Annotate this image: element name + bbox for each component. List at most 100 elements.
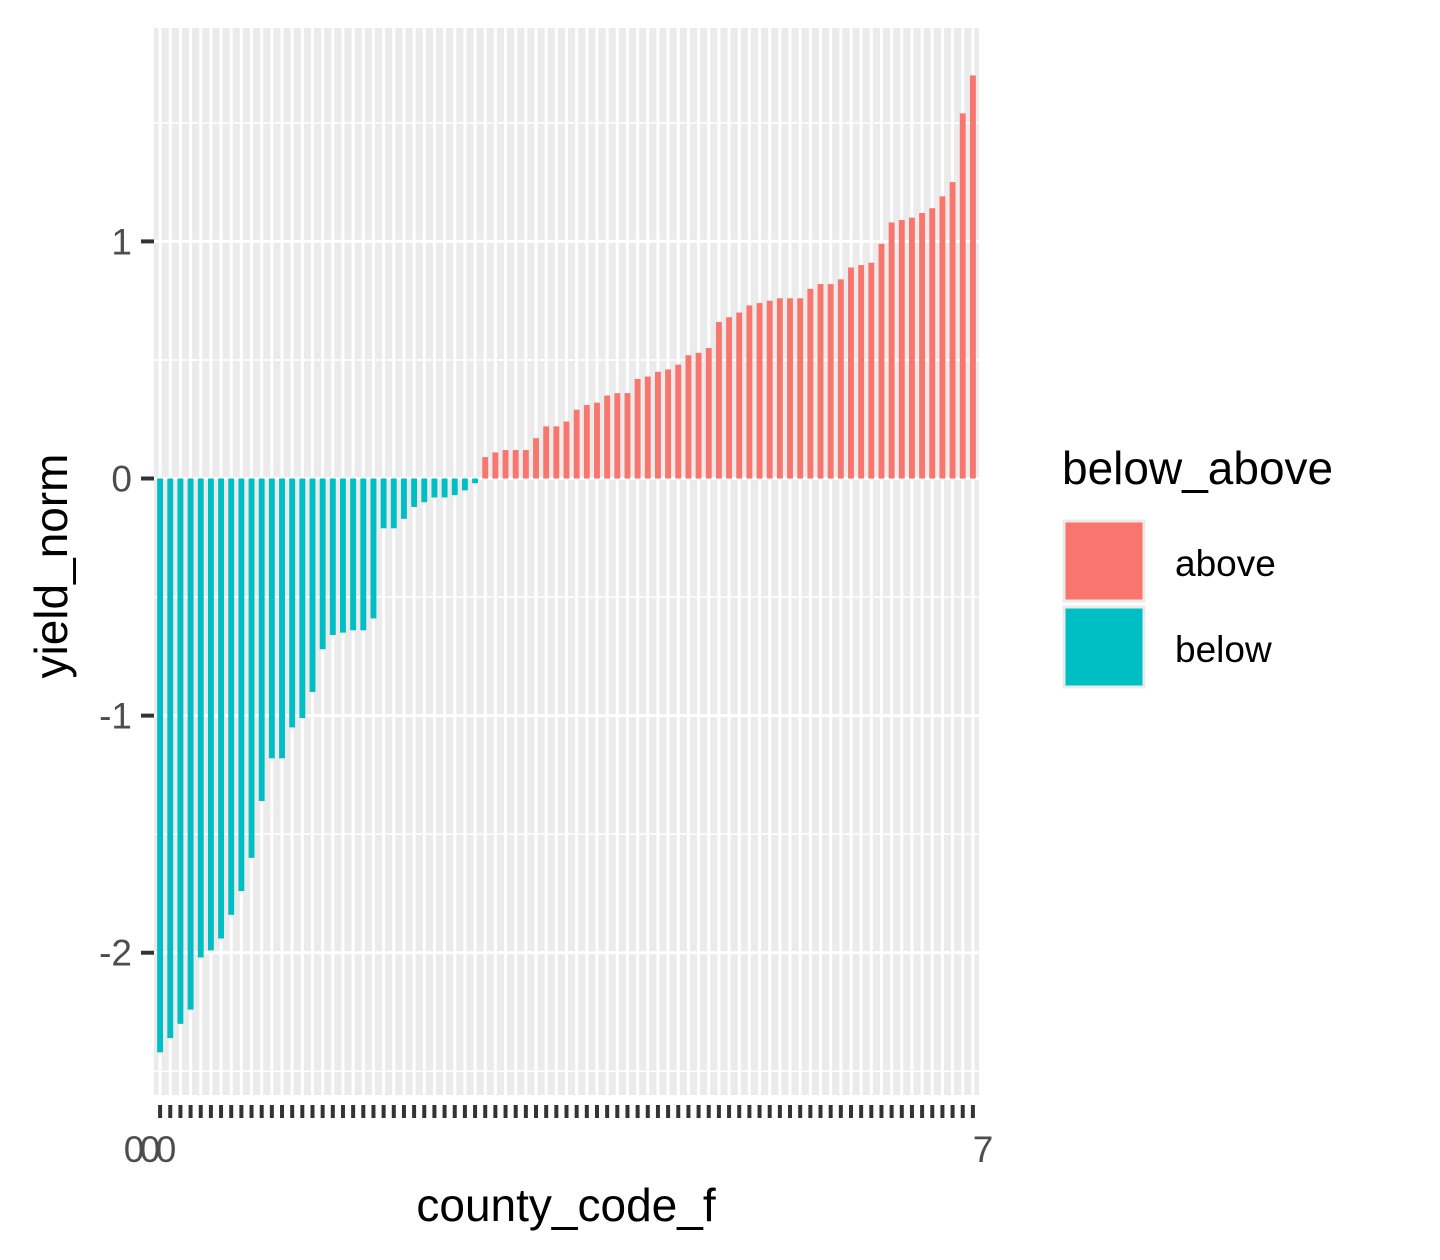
bar-above [766, 300, 773, 479]
bar-above [624, 393, 631, 479]
bar-above [908, 217, 915, 479]
bar-above [644, 376, 651, 479]
bar-above [726, 317, 733, 479]
x-tick-label: 0 [140, 1129, 161, 1170]
legend-key-below [1062, 605, 1146, 689]
legend-title: below_above [1062, 442, 1333, 494]
bar-above [563, 421, 570, 479]
bar-above [817, 284, 824, 479]
bar-above [492, 452, 499, 479]
x-tick-label: 0 [156, 1129, 177, 1170]
x-axis: 000 7 [124, 1105, 994, 1170]
legend-key-above [1062, 519, 1146, 603]
x-tick-label: 7 [973, 1129, 994, 1170]
bar-below [177, 478, 184, 1024]
bar-above [919, 212, 926, 479]
bar-below [167, 478, 174, 1039]
bar-above [949, 182, 956, 479]
bar-above [898, 220, 905, 479]
bar-below [421, 478, 428, 503]
bar-above [888, 222, 895, 479]
bar-below [380, 478, 387, 529]
bar-below [218, 478, 225, 939]
bar-below [197, 478, 204, 958]
bar-below [258, 478, 265, 801]
bar-above [533, 438, 539, 479]
legend-label-below: below [1175, 629, 1272, 670]
bar-below [319, 478, 326, 650]
bar-below [400, 478, 407, 519]
bar-above [827, 284, 834, 479]
bar-below [157, 478, 164, 1053]
bar-below [228, 478, 235, 915]
bar-above [715, 322, 722, 479]
bar-above [614, 393, 621, 479]
bars [157, 75, 976, 1053]
bar-above [685, 355, 692, 479]
bar-above [482, 457, 489, 479]
bar-above [776, 298, 783, 479]
bar-below [268, 478, 275, 759]
bar-above [665, 369, 672, 479]
bar-above [695, 352, 702, 479]
bar-above [634, 378, 641, 479]
bar-above [837, 279, 844, 479]
bar-above [858, 265, 865, 479]
bar-below [441, 478, 448, 498]
bar-above [654, 371, 661, 479]
y-tick-label: 1 [111, 221, 132, 262]
bar-below [360, 478, 367, 631]
bar-below [472, 478, 479, 484]
bar-below [411, 478, 418, 507]
bar-below [279, 478, 285, 759]
bar-below [187, 478, 194, 1010]
bar-above [512, 450, 519, 479]
legend: below_above above below [1062, 442, 1333, 689]
y-axis-title: yield_norm [25, 454, 77, 679]
bar-above [787, 298, 793, 479]
bar-above [594, 402, 600, 479]
bar-above [573, 409, 580, 479]
bar-below [451, 478, 458, 496]
bar-above [583, 405, 590, 479]
legend-label-above: above [1175, 543, 1276, 584]
bar-below [299, 478, 306, 718]
bar-below [390, 478, 397, 529]
bar-above [756, 303, 763, 479]
y-tick-label: -2 [99, 933, 132, 974]
y-axis: -2 -1 0 1 [99, 221, 154, 974]
bar-below [350, 478, 357, 631]
y-tick-label: -1 [99, 696, 132, 737]
bar-above [604, 395, 611, 479]
bar-above [848, 267, 854, 479]
bar-below [238, 478, 245, 892]
bar-above [553, 426, 560, 479]
bar-above [929, 208, 936, 479]
bar-above [675, 364, 682, 479]
bar-below [207, 478, 214, 951]
y-tick-label: 0 [111, 459, 132, 500]
bar-above [502, 450, 509, 479]
bar-below [370, 478, 377, 619]
bar-below [431, 478, 438, 498]
x-tick-label: 0 [124, 1129, 145, 1170]
bar-above [746, 305, 753, 479]
bar-below [329, 478, 336, 636]
bar-above [959, 113, 966, 479]
bar-above [522, 450, 529, 479]
bar-above [878, 243, 885, 479]
bar-above [868, 262, 875, 479]
bar-below [461, 478, 468, 491]
bar-below [309, 478, 316, 692]
bar-above [797, 298, 804, 479]
x-axis-title: county_code_f [416, 1179, 715, 1231]
bar-above [736, 312, 743, 479]
bar-above [807, 288, 814, 479]
bar-above [543, 426, 550, 479]
bar-below [289, 478, 296, 728]
bar-above [705, 348, 712, 479]
bar-below [340, 478, 346, 633]
bar-above [939, 196, 946, 479]
bar-above [969, 75, 976, 479]
